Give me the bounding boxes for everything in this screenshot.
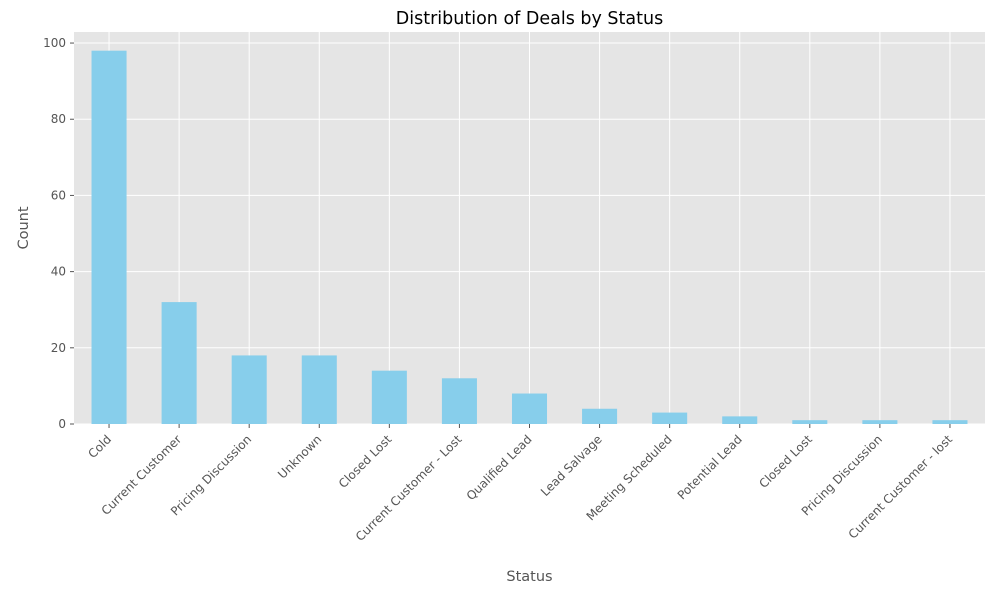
bar	[161, 302, 197, 424]
x-tick-label: Lead Salvage	[538, 432, 605, 499]
bar	[582, 408, 618, 424]
grid-lines	[74, 32, 985, 425]
x-tick-label: Cold	[85, 432, 114, 461]
bar	[932, 420, 968, 424]
y-tick-label: 20	[51, 341, 66, 355]
bar	[652, 412, 688, 424]
bar	[371, 370, 407, 424]
y-tick-label: 80	[51, 112, 66, 126]
bar	[231, 355, 267, 424]
chart-title: Distribution of Deals by Status	[396, 9, 663, 29]
bars	[91, 50, 968, 425]
bar	[722, 416, 758, 424]
y-tick-label: 40	[51, 265, 66, 279]
bar	[301, 355, 337, 424]
x-tick-label: Closed Lost	[336, 432, 395, 491]
y-tick-label: 0	[58, 417, 66, 431]
bar	[792, 420, 828, 424]
y-axis-ticks: 0 20 40 60 80 100	[43, 36, 74, 431]
x-tick-label: Qualified Lead	[464, 432, 535, 503]
x-tick-label: Potential Lead	[675, 432, 745, 502]
x-tick-label: Unknown	[275, 432, 324, 481]
y-tick-label: 60	[51, 188, 66, 202]
x-tick-label: Closed Lost	[756, 432, 815, 491]
bar	[441, 378, 477, 424]
bar	[862, 420, 898, 424]
x-axis-title: Status	[506, 569, 552, 585]
y-axis-title: Count	[16, 206, 32, 249]
bar	[91, 50, 127, 425]
y-tick-label: 100	[43, 36, 66, 50]
bar	[511, 393, 548, 424]
